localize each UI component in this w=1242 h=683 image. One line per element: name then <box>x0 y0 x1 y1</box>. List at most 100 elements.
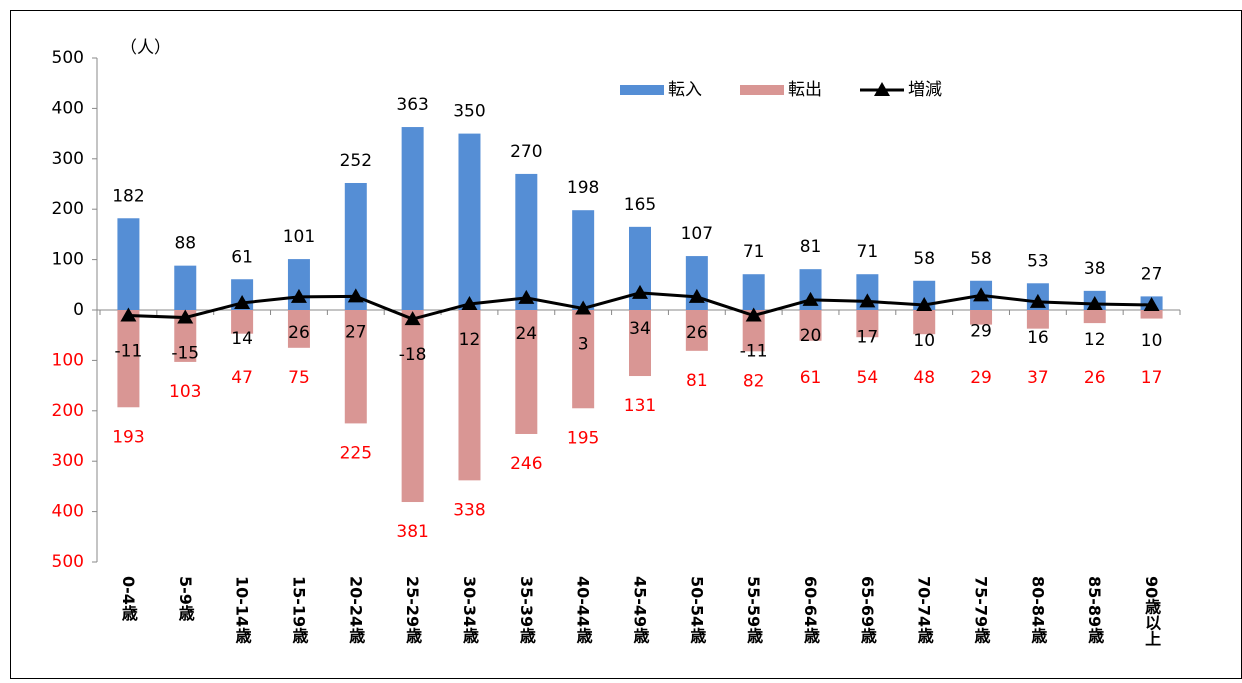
x-tick-label: 5-9歳 <box>176 576 195 622</box>
x-tick-label: 30-34歳 <box>460 576 479 644</box>
bar <box>344 182 367 310</box>
bar <box>344 310 367 424</box>
y-tick-label: 400 <box>52 502 84 522</box>
legend-label: 転出 <box>788 80 822 100</box>
x-tick-label: 35-39歳 <box>517 576 536 644</box>
y-tick-label: 300 <box>52 451 84 471</box>
line-marker <box>234 294 251 309</box>
data-label: 27 <box>345 322 367 342</box>
data-label: 71 <box>743 242 765 262</box>
legend-label: 増減 <box>908 80 942 100</box>
data-label: 195 <box>567 428 599 448</box>
line-marker <box>290 288 307 303</box>
data-label: 270 <box>510 142 542 162</box>
y-axis-label: （人） <box>120 38 171 58</box>
data-label: 34 <box>629 319 651 339</box>
data-label: 26 <box>288 323 310 343</box>
data-label: 10 <box>1141 331 1163 351</box>
line-marker <box>120 307 137 322</box>
legend-label: 転入 <box>668 80 702 100</box>
x-tick-label: 45-49歳 <box>631 576 650 644</box>
line-marker <box>973 287 990 302</box>
y-tick-label: 500 <box>52 552 84 572</box>
bar <box>1083 310 1106 324</box>
data-label: 101 <box>283 227 315 247</box>
line-marker <box>347 288 364 303</box>
bar <box>629 310 651 377</box>
data-label: 26 <box>686 323 708 343</box>
bar <box>1026 310 1049 329</box>
x-tick-label: 80-84歳 <box>1028 576 1047 644</box>
data-label: 338 <box>453 500 485 520</box>
data-label: 225 <box>340 443 372 463</box>
bar <box>401 127 424 310</box>
bar <box>515 310 538 434</box>
data-label: 58 <box>970 249 992 269</box>
data-label: -11 <box>115 342 143 362</box>
bar <box>572 210 595 310</box>
bar <box>401 310 424 503</box>
x-tick-label: 0-4歳 <box>119 576 138 622</box>
bar <box>458 310 481 481</box>
x-tick-label: 40-44歳 <box>574 576 593 644</box>
data-label: 48 <box>913 368 935 388</box>
data-label: 16 <box>1027 328 1049 348</box>
y-tick-label: 100 <box>52 250 84 270</box>
data-label: 47 <box>231 368 253 388</box>
data-label: 81 <box>686 371 708 391</box>
bar <box>515 173 538 310</box>
data-label: 165 <box>624 195 656 215</box>
line-marker <box>461 295 478 310</box>
data-label: 252 <box>340 151 372 171</box>
bar <box>685 310 708 351</box>
bar <box>117 218 140 310</box>
x-tick-label: 60-64歳 <box>801 576 820 644</box>
data-label: 58 <box>913 249 935 269</box>
x-tick-label: 55-59歳 <box>744 576 763 644</box>
chart-frame <box>10 10 1242 679</box>
line-marker <box>1143 296 1160 311</box>
x-tick-label: 20-24歳 <box>346 576 365 644</box>
bar <box>174 265 197 310</box>
x-tick-label: 50-54歳 <box>687 576 706 644</box>
y-tick-label: 500 <box>52 48 84 68</box>
data-label: 81 <box>800 237 822 257</box>
data-label: 350 <box>453 102 485 122</box>
bar <box>799 310 822 341</box>
data-label: -15 <box>171 344 199 364</box>
bar <box>572 310 595 409</box>
bar <box>117 310 140 408</box>
x-tick-label: 15-19歳 <box>289 576 308 644</box>
legend-swatch <box>874 82 890 96</box>
bar <box>913 310 936 335</box>
data-label: 61 <box>800 368 822 388</box>
y-tick-label: 200 <box>52 199 84 219</box>
data-label: 38 <box>1084 259 1106 279</box>
line-marker <box>1086 295 1103 310</box>
bar <box>1140 310 1163 319</box>
data-label: 27 <box>1141 264 1163 284</box>
data-label: 61 <box>231 247 253 267</box>
data-label: 193 <box>112 427 144 447</box>
line-marker <box>802 291 819 306</box>
data-label: 88 <box>174 234 196 254</box>
data-label: -18 <box>399 345 427 365</box>
x-tick-label: 70-74歳 <box>915 576 934 644</box>
data-label: 17 <box>1141 368 1163 388</box>
line-marker <box>1029 293 1046 308</box>
data-label: 10 <box>913 331 935 351</box>
data-label: 82 <box>743 371 765 391</box>
bar <box>458 133 481 310</box>
line-marker <box>404 311 421 326</box>
data-label: 54 <box>857 368 879 388</box>
data-label: 26 <box>1084 368 1106 388</box>
line-marker <box>745 307 762 322</box>
data-label: 17 <box>857 327 879 347</box>
data-label: 103 <box>169 382 201 402</box>
data-label: 107 <box>681 224 713 244</box>
line-marker <box>575 300 592 315</box>
x-tick-label: 90歳以上 <box>1142 576 1161 646</box>
data-label: 12 <box>459 330 481 350</box>
bar <box>287 310 310 348</box>
